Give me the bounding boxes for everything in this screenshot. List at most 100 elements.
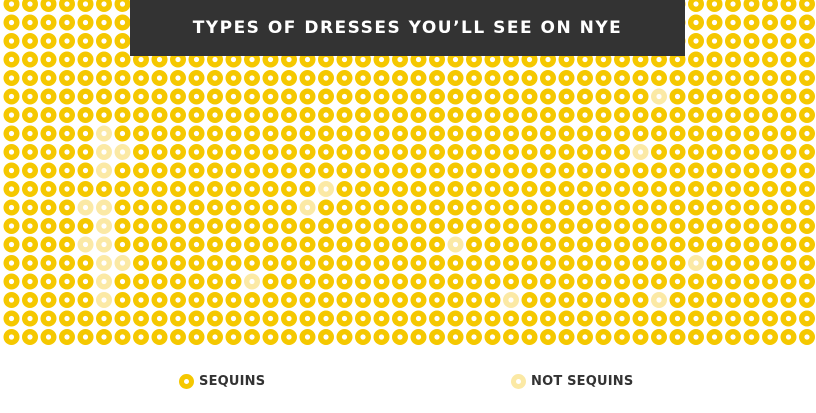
- sequin-dot: [669, 218, 686, 234]
- sequin-dot: [706, 0, 723, 12]
- sequin-dot: [595, 310, 612, 327]
- sequin-dot: [743, 218, 760, 234]
- sequin-dot: [780, 125, 797, 142]
- sequin-dot: [410, 125, 427, 142]
- sequin-dot: [780, 14, 797, 31]
- sequin-dot: [595, 236, 612, 253]
- sequin-dot: [59, 310, 75, 327]
- sequin-dot: [799, 125, 815, 142]
- sequin-dot: [799, 310, 815, 327]
- sequin-dot: [799, 14, 815, 31]
- sequin-dot: [780, 181, 797, 197]
- sequin-dot: [188, 162, 205, 179]
- sequin-dot: [410, 107, 427, 123]
- sequin-dot: [651, 199, 667, 216]
- sequin-dot: [59, 162, 75, 179]
- sequin-dot: [114, 125, 131, 142]
- sequin-dot: [207, 236, 223, 253]
- sequin-dot: [281, 310, 297, 327]
- sequin-dot: [318, 107, 334, 123]
- sequin-dot: [447, 70, 464, 86]
- sequin-dot: [133, 107, 149, 123]
- sequin-dot: [244, 107, 260, 123]
- sequin-dot: [632, 70, 649, 86]
- sequin-dot: [780, 88, 797, 105]
- sequin-dot: [503, 255, 519, 271]
- sequin-dot: [577, 125, 593, 142]
- sequin-dot: [521, 273, 538, 290]
- sequin-dot: [447, 125, 464, 142]
- sequin-dot: [595, 199, 612, 216]
- sequin-dot: [133, 218, 149, 234]
- sequin-dot: [299, 236, 316, 253]
- sequin-dot: [780, 144, 797, 160]
- sequin-dot: [410, 199, 427, 216]
- sequin-dot: [688, 88, 704, 105]
- sequin-dot: [484, 292, 501, 308]
- sequin-dot: [40, 255, 57, 271]
- sequin-dot: [688, 14, 704, 31]
- sequin-dot: [3, 236, 20, 253]
- sequin-dot: [725, 162, 741, 179]
- sequin-dot: [651, 218, 667, 234]
- sequin-dot: [577, 310, 593, 327]
- sequin-dot: [447, 199, 464, 216]
- sequin-dot: [373, 292, 390, 308]
- sequin-dot: [355, 218, 371, 234]
- sequin-dot: [299, 329, 316, 345]
- sequin-dot: [40, 273, 57, 290]
- sequin-dot: [725, 144, 741, 160]
- sequin-dot: [410, 310, 427, 327]
- sequin-dot: [762, 125, 778, 142]
- sequin-dot: [632, 162, 649, 179]
- sequin-dot: [392, 255, 408, 271]
- sequin-dot: [651, 236, 667, 253]
- sequin-dot: [40, 14, 57, 31]
- sequin-dot: [207, 144, 223, 160]
- sequin-dot: [355, 70, 371, 86]
- sequin-dot: [669, 199, 686, 216]
- sequin-dot: [799, 181, 815, 197]
- sequin-dot: [336, 162, 353, 179]
- sequin-dot: [614, 218, 630, 234]
- sequin-dot: [688, 70, 704, 86]
- legend-label-sequins: SEQUINS: [199, 374, 266, 389]
- sequin-dot: [299, 292, 316, 308]
- sequin-dot: [688, 162, 704, 179]
- sequin-dot: [22, 218, 38, 234]
- sequin-dot: [799, 329, 815, 345]
- sequin-dot: [262, 181, 279, 197]
- sequin-dot: [133, 125, 149, 142]
- sequin-dot: [762, 236, 778, 253]
- sequin-dot: [780, 255, 797, 271]
- not-sequin-dot: [96, 236, 112, 253]
- sequin-dot: [244, 255, 260, 271]
- sequin-dot: [133, 310, 149, 327]
- sequin-dot: [521, 199, 538, 216]
- sequin-dot: [281, 329, 297, 345]
- sequin-dot: [392, 273, 408, 290]
- sequin-dot: [540, 273, 556, 290]
- sequin-dot: [77, 70, 94, 86]
- sequin-dot: [281, 144, 297, 160]
- sequin-dot: [725, 33, 741, 49]
- legend-item-not-sequins: NOT SEQUINS: [511, 374, 633, 389]
- sequin-dot: [725, 51, 741, 68]
- sequin-dot: [595, 292, 612, 308]
- sequin-dot: [651, 144, 667, 160]
- not-sequin-marker-icon: [511, 374, 526, 389]
- sequin-dot: [614, 199, 630, 216]
- sequin-dot: [355, 162, 371, 179]
- sequin-dot: [262, 292, 279, 308]
- sequin-dot: [225, 181, 242, 197]
- sequin-dot: [743, 292, 760, 308]
- not-sequin-dot: [651, 88, 667, 105]
- sequin-dot: [706, 125, 723, 142]
- not-sequin-dot: [96, 199, 112, 216]
- sequin-dot: [207, 162, 223, 179]
- sequin-dot: [262, 70, 279, 86]
- sequin-dot: [355, 273, 371, 290]
- sequin-dot: [299, 310, 316, 327]
- sequin-dot: [780, 218, 797, 234]
- sequin-dot: [151, 218, 168, 234]
